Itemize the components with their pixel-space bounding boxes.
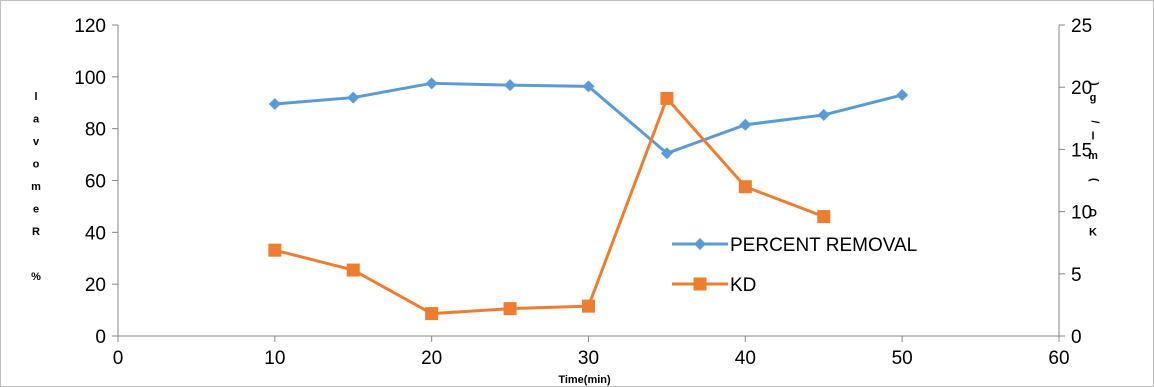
x-axis-title: Time(min): [558, 374, 611, 386]
y-left-tick-label: 100: [74, 68, 106, 89]
data-point: [503, 302, 517, 316]
data-point: [425, 77, 438, 90]
x-tick-label: 40: [735, 348, 756, 369]
y-right-tick-label: 20: [1071, 78, 1092, 99]
y-left-tick-label: 0: [95, 327, 106, 348]
data-point: [347, 91, 360, 104]
y-right-tick-label: 15: [1071, 140, 1092, 161]
data-point: [504, 79, 517, 92]
x-tick-label: 60: [1048, 348, 1069, 369]
y-left-tick-label: 60: [85, 172, 106, 193]
x-tick-label: 30: [578, 348, 599, 369]
data-point: [817, 210, 831, 224]
legend-entry: PERCENT REMOVAL: [672, 235, 917, 256]
data-point: [425, 307, 439, 321]
legend: PERCENT REMOVAL KD: [672, 235, 917, 296]
data-point: [738, 180, 752, 194]
series-layer: [268, 77, 909, 321]
data-point: [582, 80, 595, 93]
x-tick-label: 10: [264, 348, 285, 369]
y-left-tick-label: 80: [85, 120, 106, 141]
data-point: [660, 147, 673, 160]
data-point: [582, 299, 595, 313]
x-tick-label: 50: [892, 348, 913, 369]
series-kd: [268, 91, 831, 321]
axes: [112, 24, 1065, 342]
data-point: [268, 243, 282, 257]
data-point: [817, 108, 830, 121]
data-point: [739, 118, 752, 131]
y-left-tick-label: 20: [85, 275, 106, 296]
data-point: [896, 88, 909, 101]
series-line: [274, 96, 825, 316]
data-point: [660, 91, 674, 105]
legend-label: KD: [730, 275, 756, 296]
y-right-tick-label: 25: [1071, 16, 1092, 37]
y-left-tick-label: 40: [85, 223, 106, 244]
legend-entry: KD: [672, 275, 756, 296]
x-tick-label: 20: [421, 348, 442, 369]
legend-marker: [694, 238, 706, 250]
y-right-tick-label: 5: [1071, 265, 1082, 286]
y-right-tick-label: 10: [1071, 203, 1092, 224]
legend-marker: [693, 277, 707, 291]
series-percent-removal: [268, 77, 909, 160]
legend-label: PERCENT REMOVAL: [730, 235, 917, 256]
y-left-tick-label: 120: [74, 16, 106, 37]
y-right-tick-label: 0: [1071, 327, 1082, 348]
x-tick-label: 0: [113, 348, 124, 369]
data-point: [346, 263, 360, 277]
data-point: [268, 98, 281, 111]
